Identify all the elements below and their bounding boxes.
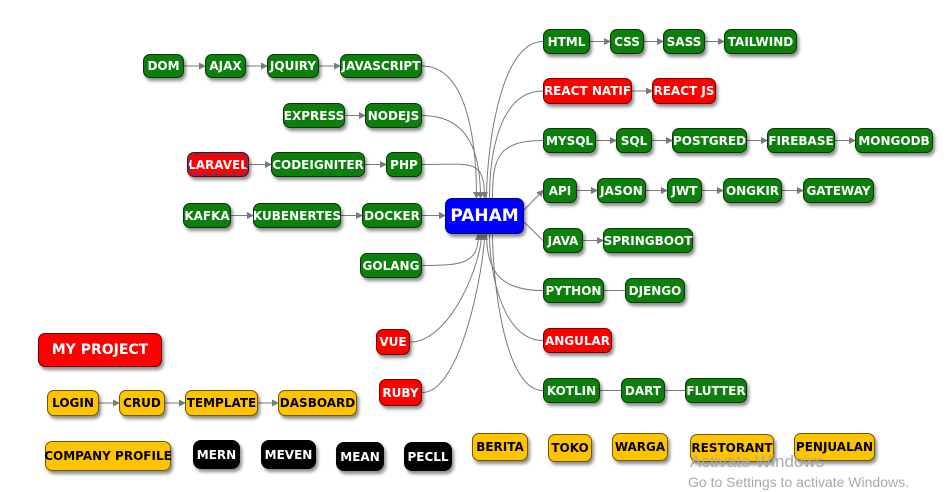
activate-windows-watermark: Activate Windows — [690, 452, 825, 471]
node-mysql: MYSQL — [543, 128, 596, 153]
node-ajax: AJAX — [205, 54, 246, 78]
node-docker: DOCKER — [362, 203, 422, 228]
node-api: API — [543, 178, 577, 203]
connector-paham-to-node-python — [486, 233, 544, 291]
project-penjualan: PENJUALAN — [794, 433, 875, 461]
node-ongkir: ONGKIR — [723, 178, 782, 203]
connector-node-php-to-paham — [415, 161, 488, 199]
node-codeigniter: CODEIGNITER — [271, 152, 365, 177]
connector-node-ruby-to-paham — [415, 233, 488, 397]
connector-paham-to-node-kotlin — [492, 233, 544, 391]
node-tailwind: TAILWIND — [724, 29, 797, 54]
node-angular: ANGULAR — [543, 328, 612, 353]
project-mern: MERN — [193, 440, 240, 469]
node-golang: GOLANG — [360, 253, 422, 278]
connector-node-vue-to-paham — [403, 233, 485, 346]
node-sass: SASS — [663, 29, 705, 54]
connector-paham-to-node-html — [486, 41, 544, 199]
node-kafka: KAFKA — [183, 203, 231, 228]
node-react-natif: REACT NATIF — [543, 78, 632, 104]
node-paham: PAHAM — [445, 198, 524, 234]
node-react-js: REACT JS — [652, 78, 716, 104]
connector-paham-to-node-react-natif — [489, 90, 544, 199]
node-java: JAVA — [543, 228, 583, 253]
activate-windows-hint: Go to Settings to activate Windows. — [688, 474, 909, 490]
node-postgred: POSTGRED — [672, 128, 747, 153]
project-template: TEMPLATE — [185, 390, 258, 416]
connector-paham-to-node-angular — [489, 233, 544, 341]
node-laravel: LARAVEL — [187, 152, 249, 177]
node-nodejs: NODEJS — [365, 103, 422, 128]
project-crud: CRUD — [119, 390, 165, 416]
node-mongodb: MONGODB — [855, 128, 933, 153]
node-firebase: FIREBASE — [767, 128, 835, 153]
node-dart: DART — [621, 378, 665, 403]
project-berita: BERITA — [472, 433, 528, 461]
project-company-profile: COMPANY PROFILE — [44, 441, 172, 471]
node-jquiry: JQUIRY — [267, 54, 319, 78]
node-html: HTML — [543, 29, 590, 54]
connector-node-nodejs-to-paham — [415, 111, 484, 199]
node-ruby: RUBY — [379, 379, 422, 406]
node-php: PHP — [386, 152, 422, 177]
connector-paham-to-node-java — [523, 221, 544, 241]
node-flutter: FLUTTER — [685, 378, 747, 403]
connector-paham-to-node-mysql — [492, 140, 544, 199]
project-restorant: RESTORANT — [690, 434, 774, 462]
project-mean: MEAN — [336, 442, 384, 471]
project-meven: MEVEN — [261, 440, 316, 469]
node-dom: DOM — [143, 54, 184, 78]
project-dasboard: DASBOARD — [278, 390, 357, 416]
node-gateway: GATEWAY — [803, 178, 874, 203]
node-javascript: JAVASCRIPT — [340, 54, 422, 78]
node-css: CSS — [610, 29, 644, 54]
node-express: EXPRESS — [283, 103, 345, 128]
node-jwt: JWT — [667, 178, 702, 203]
project-login: LOGIN — [47, 390, 99, 416]
node-python: PYTHON — [543, 278, 604, 303]
project-warga: WARGA — [612, 433, 668, 461]
node-kotlin: KOTLIN — [543, 378, 600, 403]
node-django: DJENGO — [625, 278, 685, 303]
connector-node-golang-to-paham — [415, 233, 482, 270]
connector-node-javascript-to-paham — [415, 62, 480, 199]
node-springboot: SPRINGBOOT — [603, 228, 693, 253]
project-toko: TOKO — [548, 434, 592, 462]
my-project-title: MY PROJECT — [38, 333, 162, 367]
connector-paham-to-node-api — [517, 189, 544, 217]
node-jason: JASON — [597, 178, 646, 203]
node-vue: VUE — [376, 329, 410, 355]
node-sql: SQL — [616, 128, 652, 153]
node-kubenertes: KUBENERTES — [253, 203, 341, 228]
project-pecll: PECLL — [404, 442, 452, 471]
